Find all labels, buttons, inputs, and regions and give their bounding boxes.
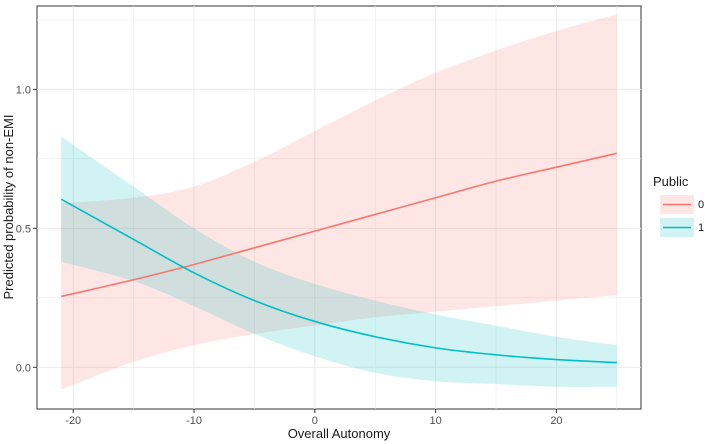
series-lines <box>60 152 618 364</box>
legend-title: Public <box>653 174 689 189</box>
y-tick-label: 0.5 <box>16 223 31 235</box>
x-tick-label: 20 <box>550 415 562 427</box>
x-tick-label: -10 <box>186 415 202 427</box>
grid-lines <box>37 6 641 409</box>
x-tick-label: 0 <box>312 415 318 427</box>
y-tick-label: 1.0 <box>16 84 31 96</box>
legend: Public 0 1 <box>653 174 704 237</box>
plot-panel <box>36 5 642 410</box>
line-series-0 <box>60 152 618 298</box>
line-series-1 <box>60 198 617 364</box>
x-tick-label: 10 <box>430 415 442 427</box>
x-axis-title: Overall Autonomy <box>288 426 391 441</box>
legend-label-1: 1 <box>698 222 704 234</box>
y-tick-label: 0.0 <box>16 362 31 374</box>
y-axis-title: Predicted probability of non-EMI <box>1 115 16 300</box>
x-tick-label: -20 <box>65 415 81 427</box>
ribbon-series-1 <box>61 136 617 387</box>
axis-ticks: -20 -10 0 10 20 0.0 0.5 1.0 <box>16 84 563 427</box>
ribbon-series-0 <box>61 14 617 390</box>
legend-label-0: 0 <box>698 199 704 211</box>
confidence-ribbons <box>61 14 617 390</box>
